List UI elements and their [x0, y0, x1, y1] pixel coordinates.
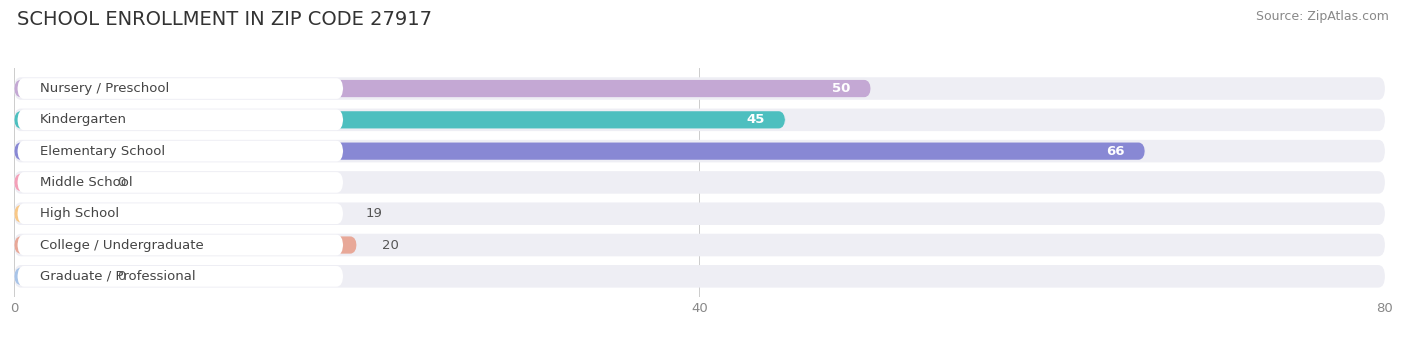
- FancyBboxPatch shape: [14, 236, 357, 254]
- FancyBboxPatch shape: [14, 265, 1385, 287]
- Text: 50: 50: [832, 82, 851, 95]
- Text: 0: 0: [117, 176, 125, 189]
- Text: SCHOOL ENROLLMENT IN ZIP CODE 27917: SCHOOL ENROLLMENT IN ZIP CODE 27917: [17, 10, 432, 29]
- Text: 45: 45: [747, 113, 765, 126]
- Text: College / Undergraduate: College / Undergraduate: [39, 239, 204, 252]
- Text: 66: 66: [1107, 145, 1125, 158]
- Text: 19: 19: [366, 207, 382, 220]
- FancyBboxPatch shape: [17, 203, 343, 224]
- FancyBboxPatch shape: [17, 235, 343, 255]
- FancyBboxPatch shape: [17, 141, 343, 162]
- FancyBboxPatch shape: [17, 172, 343, 193]
- FancyBboxPatch shape: [14, 174, 91, 191]
- FancyBboxPatch shape: [17, 109, 343, 130]
- Text: High School: High School: [39, 207, 120, 220]
- Text: Kindergarten: Kindergarten: [39, 113, 127, 126]
- Text: 20: 20: [382, 239, 399, 252]
- FancyBboxPatch shape: [14, 140, 1385, 162]
- Text: Source: ZipAtlas.com: Source: ZipAtlas.com: [1256, 10, 1389, 23]
- Text: Graduate / Professional: Graduate / Professional: [39, 270, 195, 283]
- FancyBboxPatch shape: [17, 78, 343, 99]
- FancyBboxPatch shape: [14, 77, 1385, 100]
- FancyBboxPatch shape: [14, 205, 340, 222]
- FancyBboxPatch shape: [14, 80, 870, 97]
- Text: Nursery / Preschool: Nursery / Preschool: [39, 82, 169, 95]
- FancyBboxPatch shape: [17, 266, 343, 287]
- Text: 0: 0: [117, 270, 125, 283]
- Text: Elementary School: Elementary School: [39, 145, 165, 158]
- FancyBboxPatch shape: [14, 268, 91, 285]
- FancyBboxPatch shape: [14, 143, 1144, 160]
- FancyBboxPatch shape: [14, 234, 1385, 256]
- FancyBboxPatch shape: [14, 108, 1385, 131]
- FancyBboxPatch shape: [14, 111, 785, 129]
- FancyBboxPatch shape: [14, 171, 1385, 194]
- Text: Middle School: Middle School: [39, 176, 132, 189]
- FancyBboxPatch shape: [14, 203, 1385, 225]
